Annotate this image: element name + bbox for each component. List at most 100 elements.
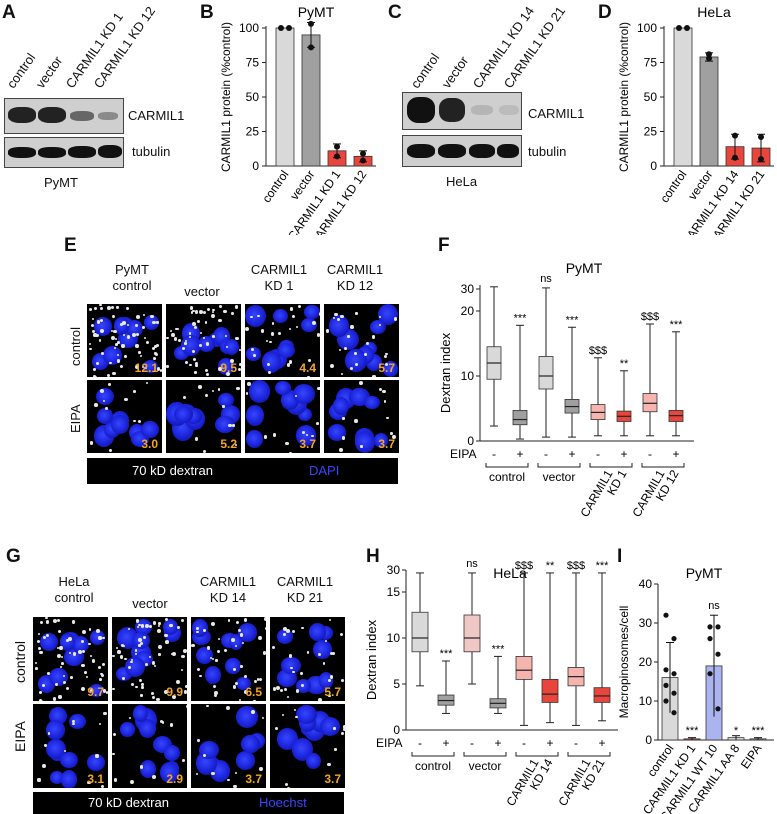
dextran-puncta [230, 311, 234, 315]
dextran-puncta [393, 317, 398, 321]
dextran-puncta [152, 346, 156, 350]
dextran-puncta [135, 619, 140, 623]
dextran-puncta [34, 662, 37, 665]
dextran-puncta [344, 347, 348, 350]
y-tick-label: 25 [246, 125, 260, 139]
group-bracket [537, 463, 581, 468]
blot-label: CARMIL1 [128, 108, 185, 123]
dextran-puncta [80, 639, 85, 643]
blot-label: CARMIL1 [528, 106, 585, 121]
box [541, 679, 559, 703]
dextran-puncta [71, 719, 76, 723]
dextran-puncta [92, 317, 95, 320]
group-label: vector [469, 759, 502, 773]
dextran-puncta [183, 649, 187, 653]
significance-label: *** [566, 314, 580, 326]
dextran-puncta [378, 315, 382, 318]
dextran-puncta [62, 674, 65, 678]
dextran-puncta [192, 309, 195, 313]
dextran-puncta [163, 633, 168, 638]
dextran-puncta [282, 632, 287, 637]
nucleus [238, 623, 258, 642]
dextran-puncta [334, 312, 338, 317]
y-tick-label: 75 [644, 56, 658, 70]
dextran-puncta [110, 305, 114, 309]
dextran-puncta [188, 335, 192, 338]
dextran-puncta [289, 654, 293, 658]
dextran-puncta [123, 644, 126, 647]
dextran-puncta [112, 371, 116, 376]
dextran-puncta [138, 623, 141, 627]
dextran-puncta [191, 322, 196, 326]
dextran-puncta [241, 641, 244, 645]
dextran-puncta [70, 676, 74, 679]
dextran-puncta [312, 320, 316, 325]
dextran-puncta [317, 698, 322, 701]
dextran-puncta [92, 375, 96, 377]
dextran-puncta [180, 618, 184, 622]
nucleus [241, 734, 260, 754]
dextran-puncta [88, 642, 91, 646]
dextran-puncta [283, 627, 288, 632]
row-label: control [68, 326, 83, 366]
data-point [758, 156, 764, 163]
y-axis-label: Dextran index [438, 332, 453, 413]
panel-f-box-plot: PyMT 0 10 20 30 Dextran index - + - + - + - + EIPA *** n… [438, 260, 694, 520]
microscopy-image: 3.7 [191, 704, 266, 788]
dextran-puncta [261, 716, 265, 720]
microscopy-image: 12.1 [87, 304, 162, 377]
dextran-puncta [150, 314, 154, 319]
dextran-puncta [354, 419, 358, 423]
dextran-puncta [202, 449, 207, 453]
nucleus [95, 387, 115, 406]
y-tick-label: 0 [252, 159, 259, 173]
dextran-puncta [239, 363, 241, 367]
nucleus [132, 705, 148, 722]
dextran-puncta [342, 724, 345, 729]
y-tick-label: 10 [639, 694, 653, 708]
dextran-puncta [192, 358, 197, 362]
dextran-puncta [272, 432, 277, 437]
dextran-value: 12.1 [134, 361, 158, 375]
dextran-puncta [157, 645, 162, 649]
dextran-puncta [64, 749, 67, 752]
nucleus [364, 395, 380, 409]
dextran-puncta [158, 653, 161, 656]
group-bracket [485, 463, 529, 468]
dextran-puncta [281, 713, 285, 717]
dextran-puncta [194, 437, 199, 442]
dextran-puncta [141, 366, 144, 369]
dextran-puncta [111, 330, 114, 333]
data-point [671, 710, 677, 716]
microscopy-image: 2.9 [112, 704, 187, 788]
nucleus [124, 657, 145, 678]
dextran-puncta [339, 349, 342, 352]
dextran-puncta [354, 351, 357, 355]
dextran-puncta [214, 694, 217, 697]
eipa-sign: + [620, 447, 627, 461]
dextran-puncta [196, 630, 199, 633]
data-point [360, 157, 366, 164]
dextran-puncta [270, 332, 275, 336]
dextran-puncta [205, 342, 210, 346]
dextran-puncta [232, 685, 237, 689]
dextran-puncta [45, 620, 50, 624]
dextran-puncta [100, 389, 105, 394]
dextran-puncta [210, 656, 213, 660]
dextran-puncta [228, 423, 232, 428]
data-point [715, 624, 721, 630]
group-label: control [415, 759, 451, 773]
nucleus [275, 380, 291, 395]
nucleus [276, 629, 294, 644]
dextran-puncta [371, 374, 376, 377]
data-point [334, 153, 340, 160]
dextran-puncta [212, 308, 215, 312]
dextran-puncta [156, 629, 161, 633]
microscopy-image: 9.5 [166, 304, 241, 377]
dextran-puncta [81, 663, 85, 668]
dextran-puncta [181, 654, 185, 659]
dextran-puncta [96, 361, 100, 365]
dextran-puncta [301, 430, 306, 435]
dextran-puncta [121, 676, 126, 680]
eipa-sign: - [470, 736, 474, 750]
